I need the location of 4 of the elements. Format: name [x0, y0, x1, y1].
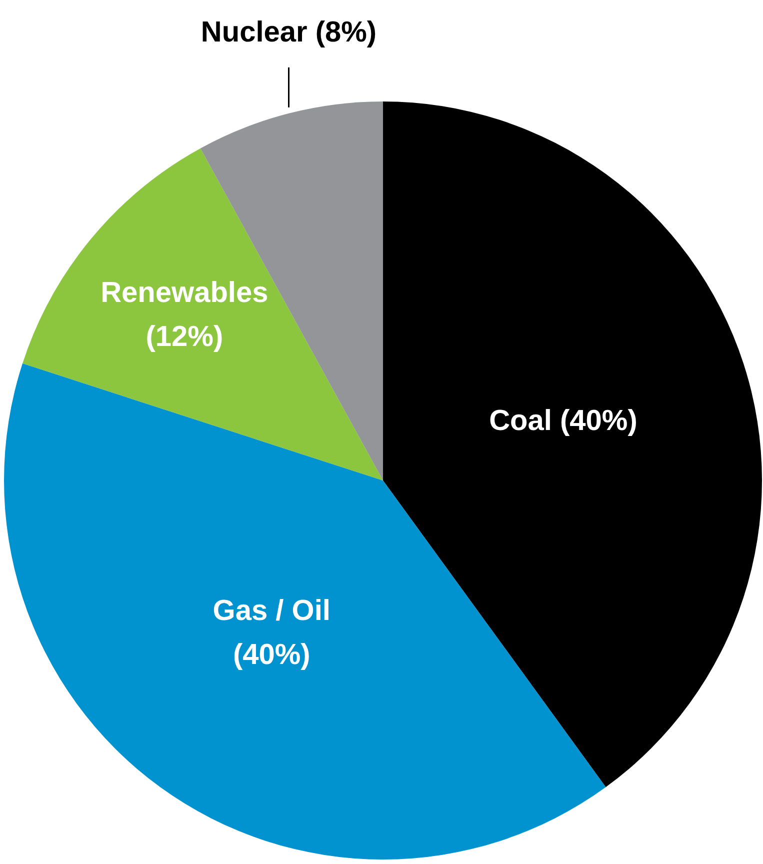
slice-label: Nuclear (8%)	[200, 16, 377, 48]
slice-label: Coal (40%)	[489, 404, 638, 437]
slice-label: Renewables (12%)	[100, 277, 268, 354]
slice-label: Gas / Oil (40%)	[212, 594, 330, 671]
